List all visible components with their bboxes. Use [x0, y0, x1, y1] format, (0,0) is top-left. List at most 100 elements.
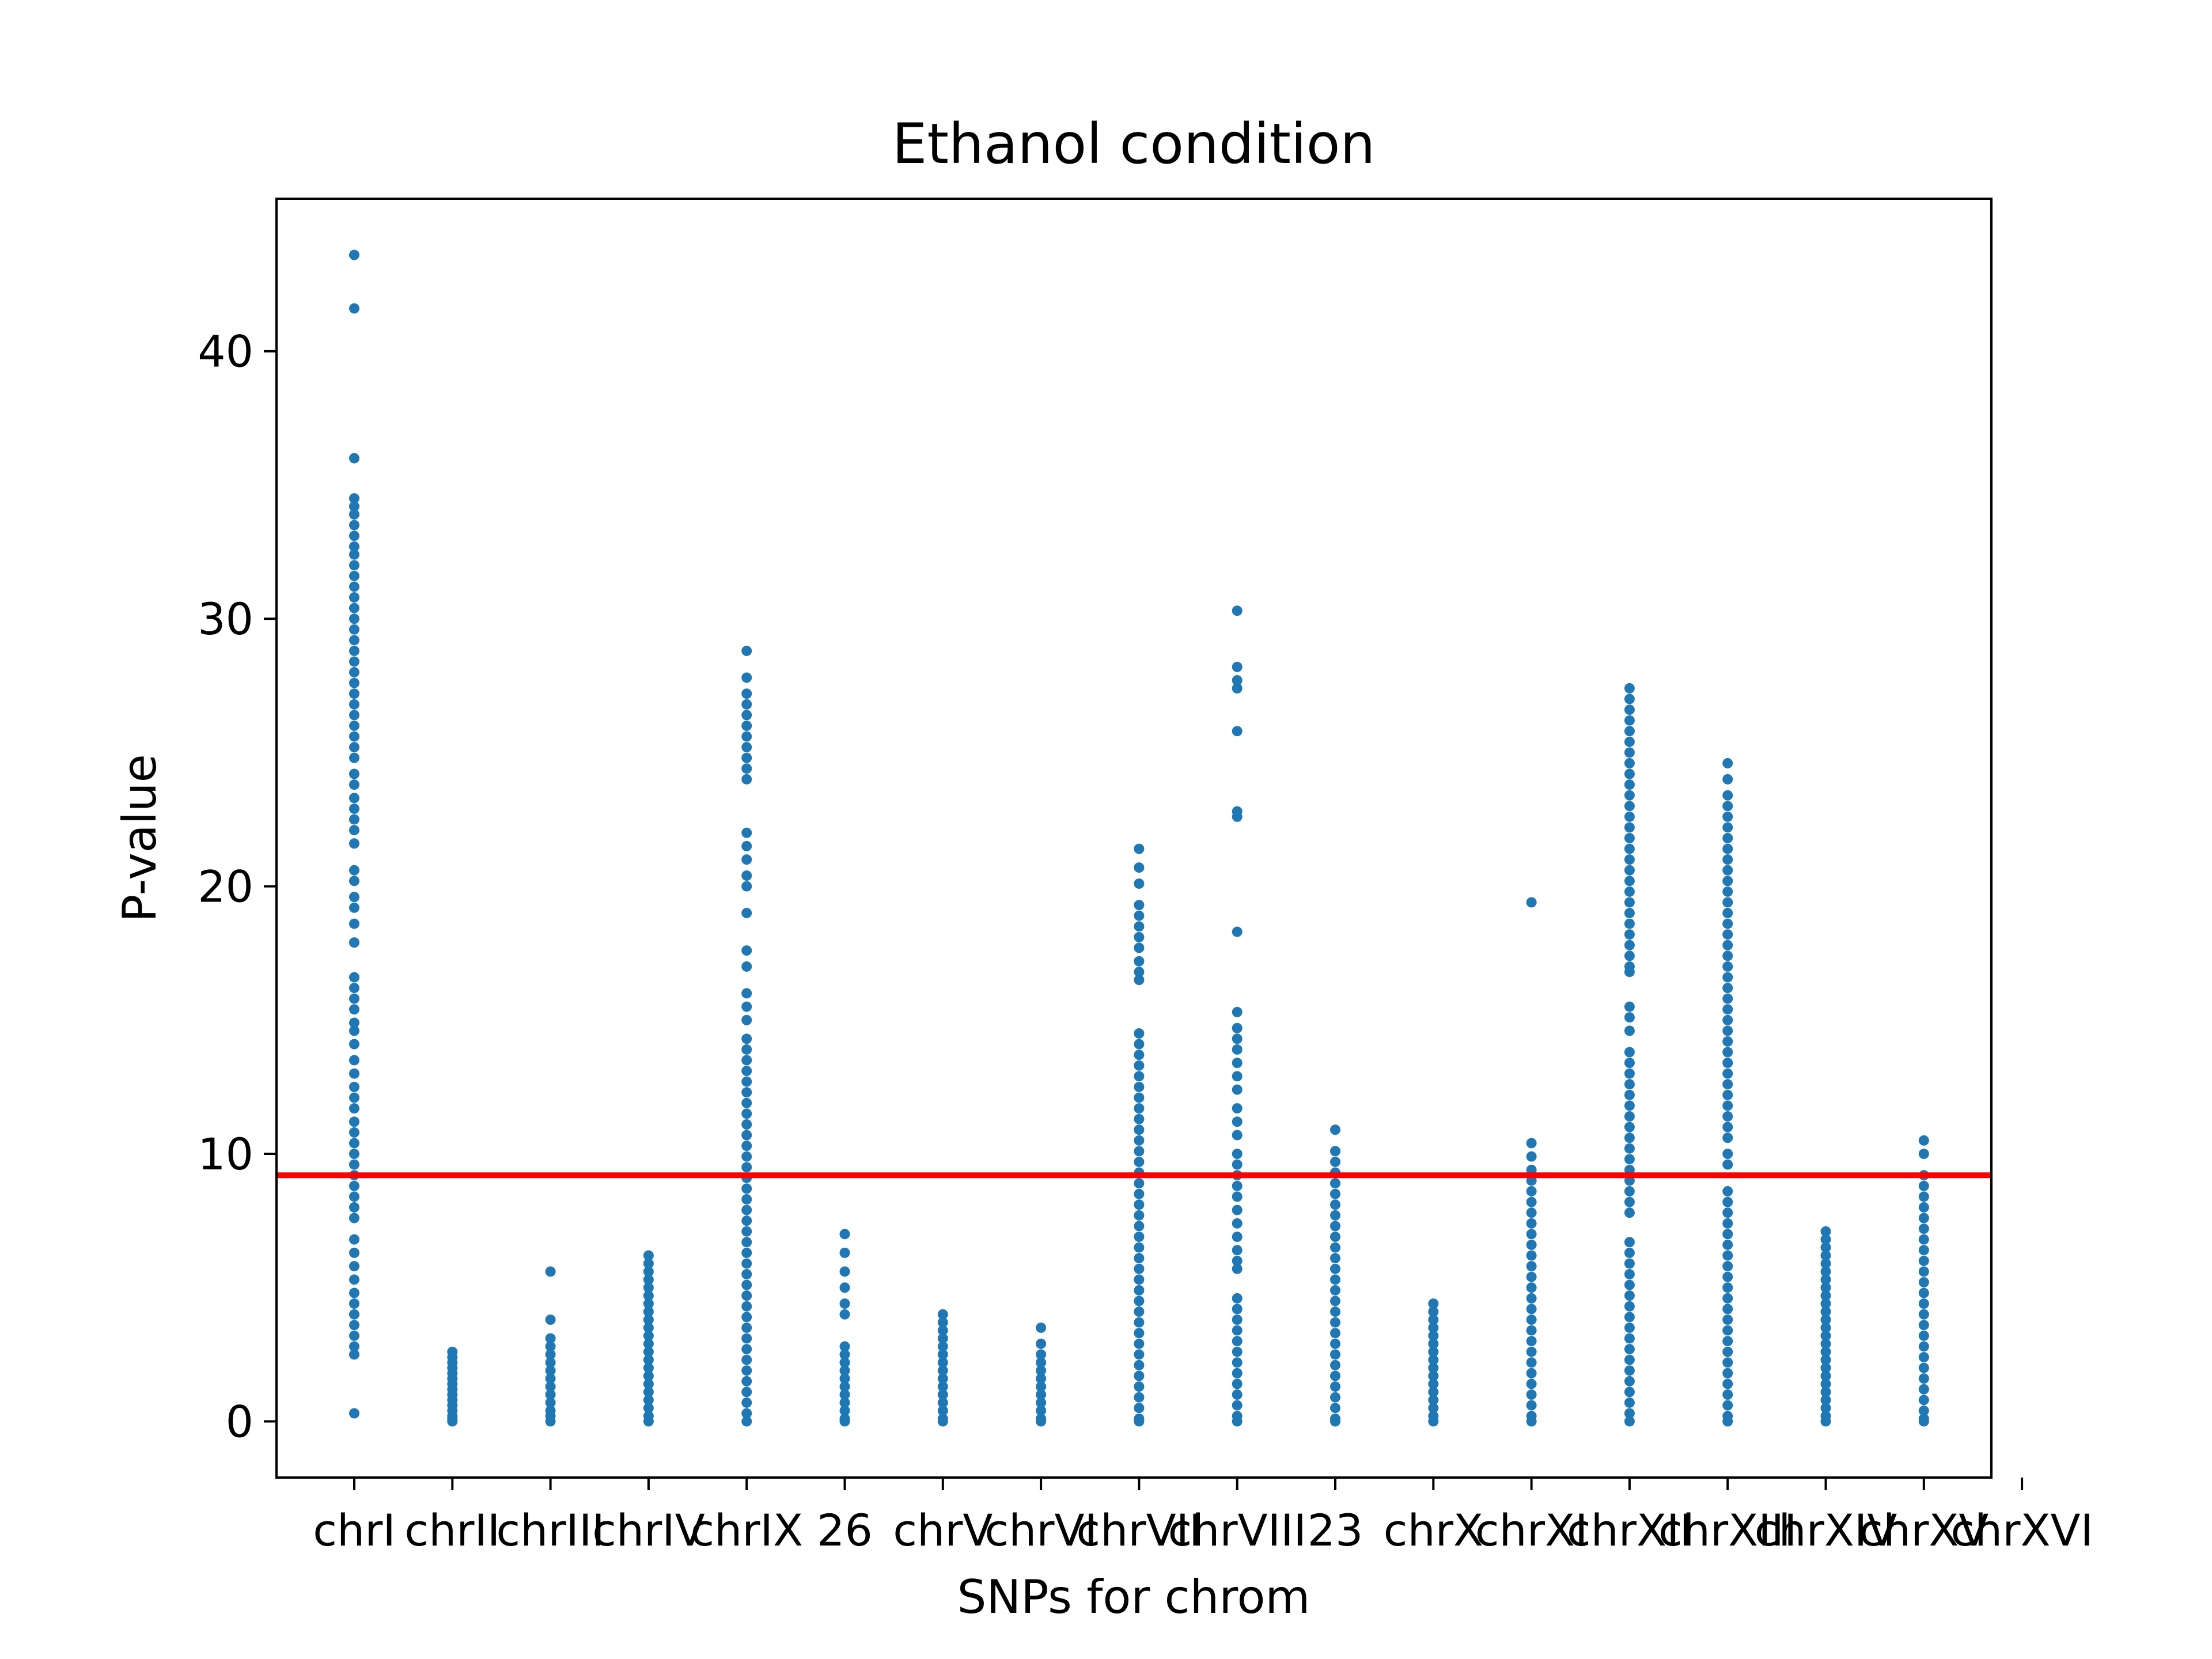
data-point-chriv [643, 1322, 654, 1333]
data-point-chri [349, 1055, 359, 1066]
data-point-chrxii [1624, 726, 1635, 737]
data-point-chrxiii [1722, 1293, 1733, 1304]
data-point-chrxiii [1722, 1368, 1733, 1378]
data-point-chrix [741, 840, 752, 851]
data-point-chrxi [1526, 1416, 1537, 1427]
data-point-chri [349, 541, 359, 552]
data-point-23 [1330, 1242, 1340, 1253]
data-point-chrix [741, 1416, 752, 1427]
data-point-chrviii [1232, 1416, 1243, 1427]
data-point-chrix [741, 1258, 752, 1269]
data-point-chri [349, 549, 359, 560]
data-point-chrxiii [1722, 843, 1733, 854]
data-point-chri [349, 1202, 359, 1213]
data-point-chrvii [1134, 1232, 1145, 1243]
data-point-chriv [643, 1306, 654, 1317]
data-point-chri [349, 983, 359, 994]
data-point-chrxiii [1722, 1058, 1733, 1069]
data-point-chrix [741, 1205, 752, 1215]
data-point-chrviii [1232, 683, 1243, 694]
data-point-chrv [937, 1397, 948, 1408]
data-point-chrxiii [1722, 801, 1733, 812]
data-point-chrxi [1526, 1293, 1537, 1304]
data-point-chrvii [1134, 1135, 1145, 1146]
data-point-chri [349, 825, 359, 836]
data-point-chrvii [1134, 1071, 1145, 1082]
data-point-chrxi [1526, 1218, 1537, 1229]
data-point-chri [349, 501, 359, 512]
data-point-chrxiv [1820, 1322, 1831, 1333]
data-point-chrxiv [1820, 1258, 1831, 1269]
data-point-chri [349, 303, 359, 314]
data-point-chrvii [1134, 931, 1145, 942]
data-point-chri [349, 876, 359, 887]
data-point-chrvii [1134, 1306, 1145, 1317]
data-point-chrix [741, 1387, 752, 1397]
data-point-chrxii [1624, 683, 1635, 694]
data-point-chrxiii [1722, 1047, 1733, 1058]
data-point-26 [839, 1349, 850, 1360]
data-point-chrxii [1624, 1301, 1635, 1312]
data-point-chrxiii [1722, 1416, 1733, 1427]
data-point-chrxii [1624, 1408, 1635, 1419]
data-point-chrviii [1232, 811, 1243, 822]
data-point-chri [349, 1068, 359, 1079]
data-point-chrxiv [1820, 1274, 1831, 1285]
data-point-23 [1330, 1232, 1340, 1243]
data-point-chrxii [1624, 779, 1635, 790]
data-point-chriii [545, 1373, 556, 1384]
data-point-chrxiii [1722, 929, 1733, 940]
data-point-chrix [741, 1376, 752, 1387]
x-tick-label: chrII [404, 1505, 500, 1556]
data-point-chriv [643, 1282, 654, 1293]
data-point-chrix [741, 688, 752, 699]
data-point-chrxvi [1918, 1224, 1929, 1234]
data-point-chrvii [1134, 1146, 1145, 1157]
data-point-chrix [741, 1141, 752, 1152]
data-point-chrxii [1624, 1376, 1635, 1387]
data-point-chrvii [1134, 1274, 1145, 1285]
data-point-chrix [741, 742, 752, 753]
data-point-chrxii [1624, 1269, 1635, 1280]
data-point-chri [349, 838, 359, 849]
data-point-chrix [741, 1301, 752, 1312]
data-point-chri [349, 1247, 359, 1258]
data-point-chrix [741, 988, 752, 999]
data-point-chrxiii [1722, 1159, 1733, 1170]
data-point-chrxiii [1722, 1250, 1733, 1261]
data-point-chrxii [1624, 704, 1635, 715]
data-point-chrxii [1624, 757, 1635, 768]
data-point-chrv [937, 1333, 948, 1344]
data-point-chrix [741, 672, 752, 683]
data-point-chrviii [1232, 675, 1243, 685]
data-point-chrvii [1134, 1253, 1145, 1264]
data-point-chrvii [1134, 942, 1145, 953]
data-point-chrix [741, 1033, 752, 1044]
data-point-chrviii [1232, 726, 1243, 737]
data-point-chrix [741, 1290, 752, 1301]
data-point-chrix [741, 1066, 752, 1077]
data-point-26 [839, 1416, 850, 1427]
data-point-chrxii [1624, 1258, 1635, 1269]
data-point-chrix [741, 720, 752, 731]
data-point-chrxi [1526, 1325, 1537, 1336]
data-point-chrix [741, 908, 752, 919]
data-point-chrvi [1036, 1397, 1047, 1408]
data-point-chri [349, 581, 359, 592]
data-point-chrxiii [1722, 1239, 1733, 1250]
data-point-26 [839, 1373, 850, 1384]
data-point-chri [349, 1330, 359, 1341]
data-point-chrxiii [1722, 833, 1733, 843]
data-point-23 [1330, 1416, 1340, 1427]
data-point-26 [839, 1282, 850, 1293]
data-point-chrviii [1232, 1218, 1243, 1229]
data-point-chrxii [1624, 950, 1635, 961]
data-point-chrxiv [1820, 1226, 1831, 1237]
data-point-chrix [741, 1014, 752, 1025]
data-point-chrx [1428, 1354, 1439, 1365]
data-point-chrxii [1624, 1290, 1635, 1301]
data-point-chrxi [1526, 1304, 1537, 1315]
data-point-chrix [741, 1001, 752, 1012]
data-point-chrxiii [1722, 1014, 1733, 1025]
data-point-chrxiii [1722, 1025, 1733, 1036]
